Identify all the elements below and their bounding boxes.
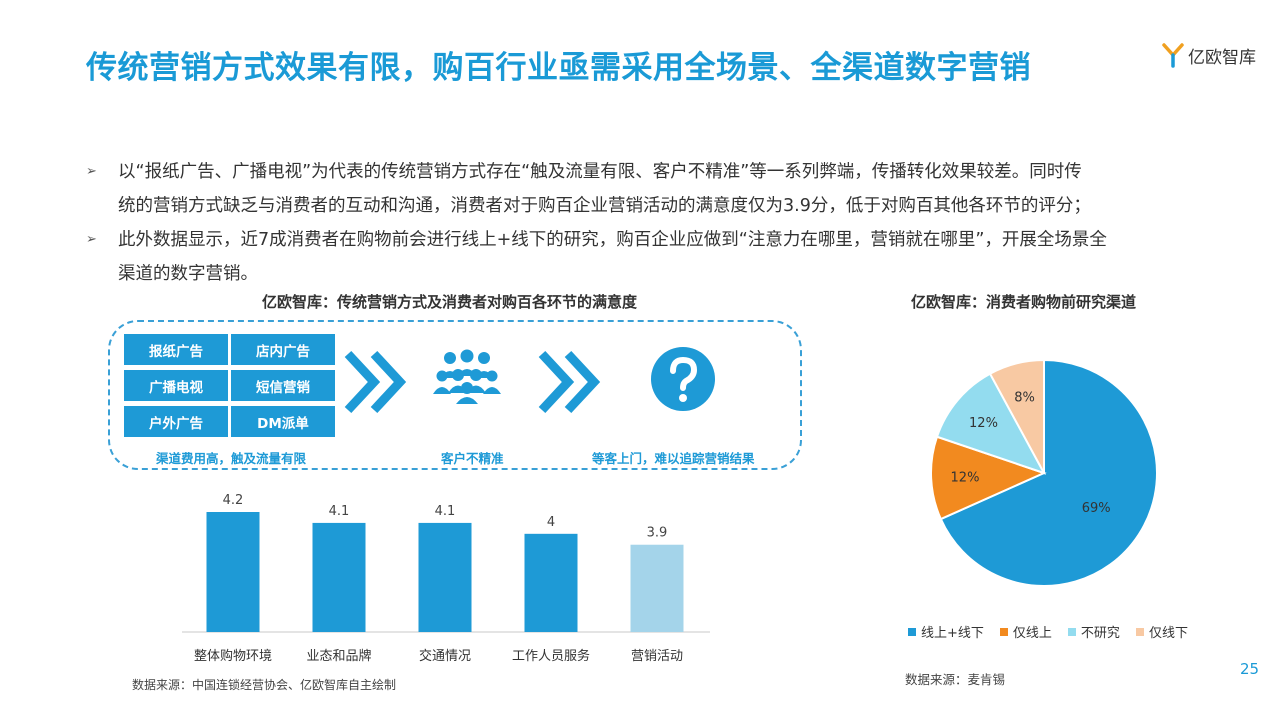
channel-box: DM派单: [231, 406, 335, 437]
channel-box: 店内广告: [231, 334, 335, 365]
bar-value-label: 4.1: [329, 504, 350, 519]
bar: [206, 512, 260, 632]
channel-box: 户外广告: [124, 406, 228, 437]
channel-box: 广播电视: [124, 370, 228, 401]
bullet-text-line: 此外数据显示，近7成消费者在购物前会进行线上+线下的研究，购百企业应做到“注意力…: [118, 230, 1107, 250]
bar-category-label: 交通情况: [419, 648, 471, 664]
pie-slice: [988, 358, 1045, 474]
pie-value-label: 69%: [1082, 501, 1111, 516]
bullet-arrow-icon: ➢: [86, 232, 97, 247]
bar-value-label: 4.1: [435, 504, 456, 519]
bar-category-label: 整体购物环境: [194, 648, 272, 664]
bar-category-label: 业态和品牌: [306, 648, 371, 664]
logo: 亿欧智库: [1162, 40, 1256, 70]
pie-value-label: 12%: [951, 471, 980, 486]
legend-item: 仅线下: [1135, 622, 1188, 641]
bar-category-label: 工作人员服务: [512, 648, 590, 664]
caption-tracking: 等客上门，难以追踪营销结果: [592, 451, 755, 466]
channel-box: 短信营销: [231, 370, 335, 401]
legend-label: 不研究: [1080, 626, 1120, 641]
logo-text: 亿欧智库: [1188, 47, 1256, 68]
left-section-title: 亿欧智库：传统营销方式及消费者对购百各环节的满意度: [262, 293, 638, 311]
bar-value-label: 4.2: [223, 493, 244, 508]
legend-swatch: [1067, 627, 1076, 636]
legend-item: 不研究: [1067, 622, 1120, 641]
bar: [524, 533, 578, 632]
research-channel-pie-chart: 69% 12% 12% 8%: [930, 358, 1158, 587]
page-number: 25: [1240, 660, 1260, 678]
legend-swatch: [1135, 627, 1144, 636]
bullet-item: ➢ 以“报纸广告、广播电视”为代表的传统营销方式存在“触及流量有限、客户不精准”…: [86, 155, 1201, 223]
pie-slice: [935, 372, 1047, 475]
pie-slice: [939, 358, 1158, 587]
legend-label: 仅线上: [1012, 626, 1052, 641]
question-icon: [651, 347, 715, 411]
left-data-source: 数据来源：中国连锁经营协会、亿欧智库自主绘制: [132, 678, 397, 692]
bullet-item: ➢ 此外数据显示，近7成消费者在购物前会进行线上+线下的研究，购百企业应做到“注…: [86, 223, 1201, 291]
channel-box: 报纸广告: [124, 334, 228, 365]
bar-value-label: 4: [547, 515, 555, 530]
legend-swatch: [999, 627, 1008, 636]
chevron-right-double-icon: [344, 350, 407, 414]
bullet-text-line: 以“报纸广告、广播电视”为代表的传统营销方式存在“触及流量有限、客户不精准”等一…: [118, 162, 1082, 182]
legend-item: 线上+线下: [908, 622, 984, 641]
bar-category-label: 营销活动: [631, 649, 683, 664]
pie-legend: 线上+线下 仅线上 不研究 仅线下: [908, 622, 1188, 641]
satisfaction-bar-chart: 4.2 整体购物环境 4.1 业态和品牌 4.1 交通情况 4 工作人员服务 3.9 营销活动: [182, 493, 710, 664]
pie-value-label: 8%: [1014, 390, 1035, 405]
right-data-source: 数据来源：麦肯锡: [905, 672, 1006, 687]
legend-item: 仅线上: [999, 622, 1052, 641]
caption-channels: 渠道费用高，触及流量有限: [156, 451, 307, 466]
bar: [630, 544, 684, 632]
bullet-arrow-icon: ➢: [86, 164, 97, 179]
bullet-text-line: 统的营销方式缺乏与消费者的互动和沟通，消费者对于购百企业营销活动的满意度仅为3.…: [118, 196, 1091, 216]
bar-value-label: 3.9: [647, 526, 668, 541]
bar: [418, 522, 472, 632]
pie-value-label: 12%: [969, 416, 998, 431]
page-title: 传统营销方式效果有限，购百行业亟需采用全场景、全渠道数字营销: [86, 50, 1031, 86]
bar: [312, 522, 366, 632]
right-section-title: 亿欧智库：消费者购物前研究渠道: [911, 293, 1137, 311]
legend-label: 线上+线下: [921, 626, 984, 641]
caption-customers: 客户不精准: [441, 451, 504, 466]
bullet-text-line: 渠道的数字营销。: [118, 264, 258, 284]
pie-slice: [930, 435, 1047, 521]
crowd-icon: [433, 349, 501, 404]
marketing-flow-box: 报纸广告 店内广告 广播电视 短信营销 户外广告 DM派单 渠道费用高，触及流量…: [108, 320, 802, 470]
legend-label: 仅线下: [1148, 626, 1188, 641]
yiou-logo-icon: [1162, 43, 1184, 68]
bullet-list: ➢ 以“报纸广告、广播电视”为代表的传统营销方式存在“触及流量有限、客户不精准”…: [86, 155, 1201, 291]
chevron-right-double-icon: [538, 350, 601, 414]
legend-swatch: [908, 627, 916, 636]
